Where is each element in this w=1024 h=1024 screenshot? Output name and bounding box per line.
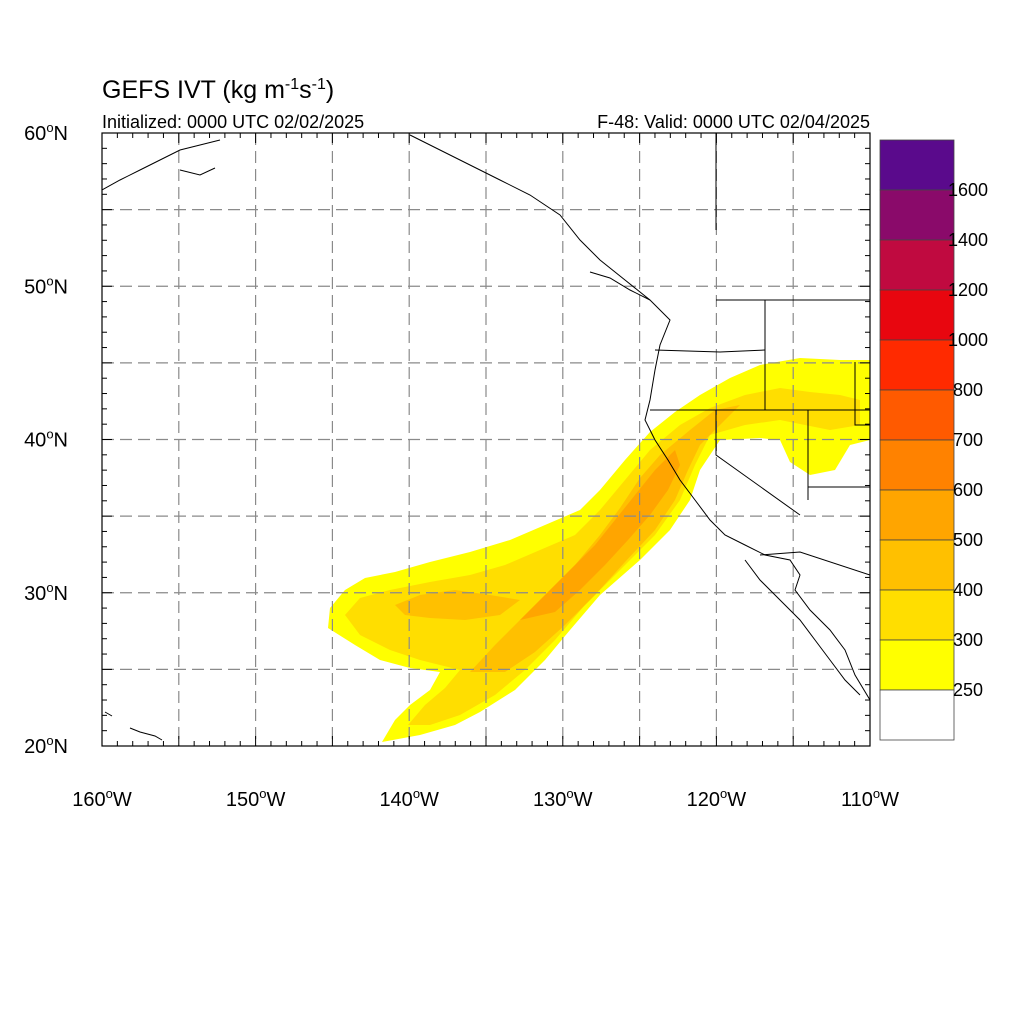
longitude-labels: 160oW 150oW 140oW 130oW 120oW 110oW (72, 786, 899, 811)
ivt-colorbar: 1600 1400 1200 1000 800 700 600 500 400 300 250 (879, 139, 988, 741)
figure-title: GEFS IVT (kg m-1s-1) (102, 76, 334, 104)
political-borders (650, 133, 870, 576)
valid-time-label: F-48: Valid: 0000 UTC 02/04/2025 (597, 112, 870, 132)
colorbar-label: 1600 (948, 180, 988, 200)
colorbar-swatch (879, 689, 955, 741)
lon-tick-label: 120oW (687, 786, 747, 811)
colorbar-label: 300 (953, 630, 983, 650)
init-time-label: Initialized: 0000 UTC 02/02/2025 (102, 112, 364, 132)
minor-ticks (101, 132, 871, 747)
coastlines (102, 134, 870, 741)
lon-tick-label: 140oW (379, 786, 439, 811)
lat-tick-label: 60oN (24, 120, 68, 145)
colorbar-swatch (879, 489, 955, 541)
colorbar-swatch (879, 139, 955, 191)
colorbar-label: 1200 (948, 280, 988, 300)
colorbar-swatch (879, 289, 955, 341)
colorbar-swatch (879, 589, 955, 641)
colorbar-swatch (879, 339, 955, 391)
colorbar-swatch (879, 239, 955, 291)
colorbar-swatch (879, 439, 955, 491)
colorbar-label: 1000 (948, 330, 988, 350)
latitude-labels: 60oN 50oN 40oN 30oN 20oN (24, 120, 68, 758)
lat-tick-label: 40oN (24, 427, 68, 452)
map-panel (101, 132, 871, 747)
lat-tick-label: 30oN (24, 580, 68, 605)
lon-tick-label: 160oW (72, 786, 132, 811)
colorbar-label: 400 (953, 580, 983, 600)
lon-tick-label: 150oW (226, 786, 286, 811)
lon-tick-label: 110oW (841, 786, 899, 811)
colorbar-label: 500 (953, 530, 983, 550)
lat-tick-label: 50oN (24, 273, 68, 298)
colorbar-label: 250 (953, 680, 983, 700)
colorbar-label: 700 (953, 430, 983, 450)
colorbar-swatch (879, 639, 955, 691)
lon-tick-label: 130oW (533, 786, 593, 811)
colorbar-label: 600 (953, 480, 983, 500)
colorbar-swatch (879, 389, 955, 441)
colorbar-label: 800 (953, 380, 983, 400)
colorbar-swatch (879, 539, 955, 591)
colorbar-swatch (879, 189, 955, 241)
lat-tick-label: 20oN (24, 733, 68, 758)
ivt-contour-500 (520, 450, 680, 620)
ivt-field (328, 358, 870, 742)
colorbar-label: 1400 (948, 230, 988, 250)
